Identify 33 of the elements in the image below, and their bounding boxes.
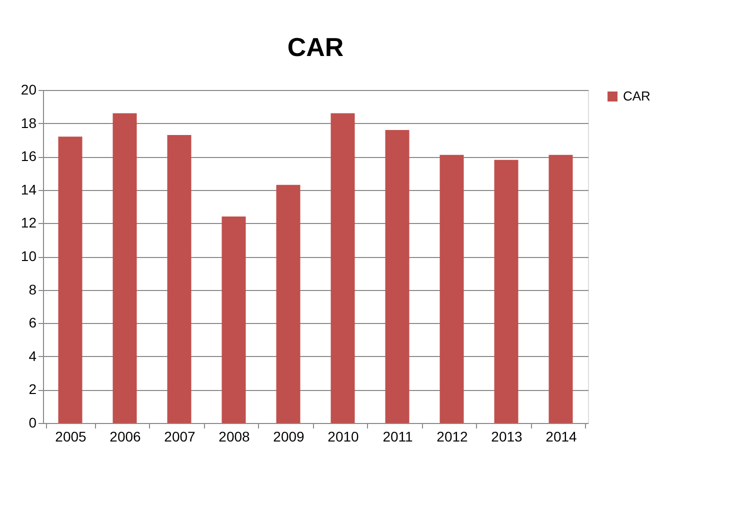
bar	[58, 136, 82, 423]
x-tick-label: 2013	[491, 428, 523, 444]
bar	[222, 216, 246, 423]
x-tick-label: 2014	[546, 428, 578, 444]
y-tick-label: 12	[20, 214, 37, 231]
x-tick-label: 2011	[382, 428, 414, 444]
x-tick-label: 2007	[164, 428, 196, 444]
x-tick-label: 2006	[110, 428, 142, 444]
y-tick-label: 8	[28, 281, 37, 298]
y-tick-label: 18	[20, 114, 37, 131]
bar	[385, 130, 410, 423]
y-tick-label: 0	[28, 414, 37, 430]
y-tick-label: 14	[20, 181, 37, 198]
y-tick-label: 6	[28, 314, 37, 331]
x-tick-label: 2010	[328, 428, 360, 444]
x-tick-label: 2008	[218, 428, 250, 444]
bar	[276, 184, 300, 423]
y-tick-label: 20	[20, 82, 37, 98]
bar	[548, 154, 573, 423]
x-tick-label: 2005	[55, 428, 87, 444]
y-tick-label: 4	[28, 348, 37, 364]
y-tick-label: 2	[28, 381, 37, 398]
bar	[440, 154, 464, 423]
bar	[330, 113, 355, 423]
bar	[112, 113, 137, 423]
chart-title: CAR	[287, 32, 344, 62]
x-tick-label: 2012	[436, 428, 468, 444]
y-tick-label: 10	[20, 248, 37, 264]
bar	[494, 160, 518, 423]
x-tick-label: 2009	[273, 428, 305, 444]
legend-label: CAR	[623, 88, 650, 104]
y-tick-label: 16	[20, 148, 37, 164]
bar	[167, 134, 192, 423]
